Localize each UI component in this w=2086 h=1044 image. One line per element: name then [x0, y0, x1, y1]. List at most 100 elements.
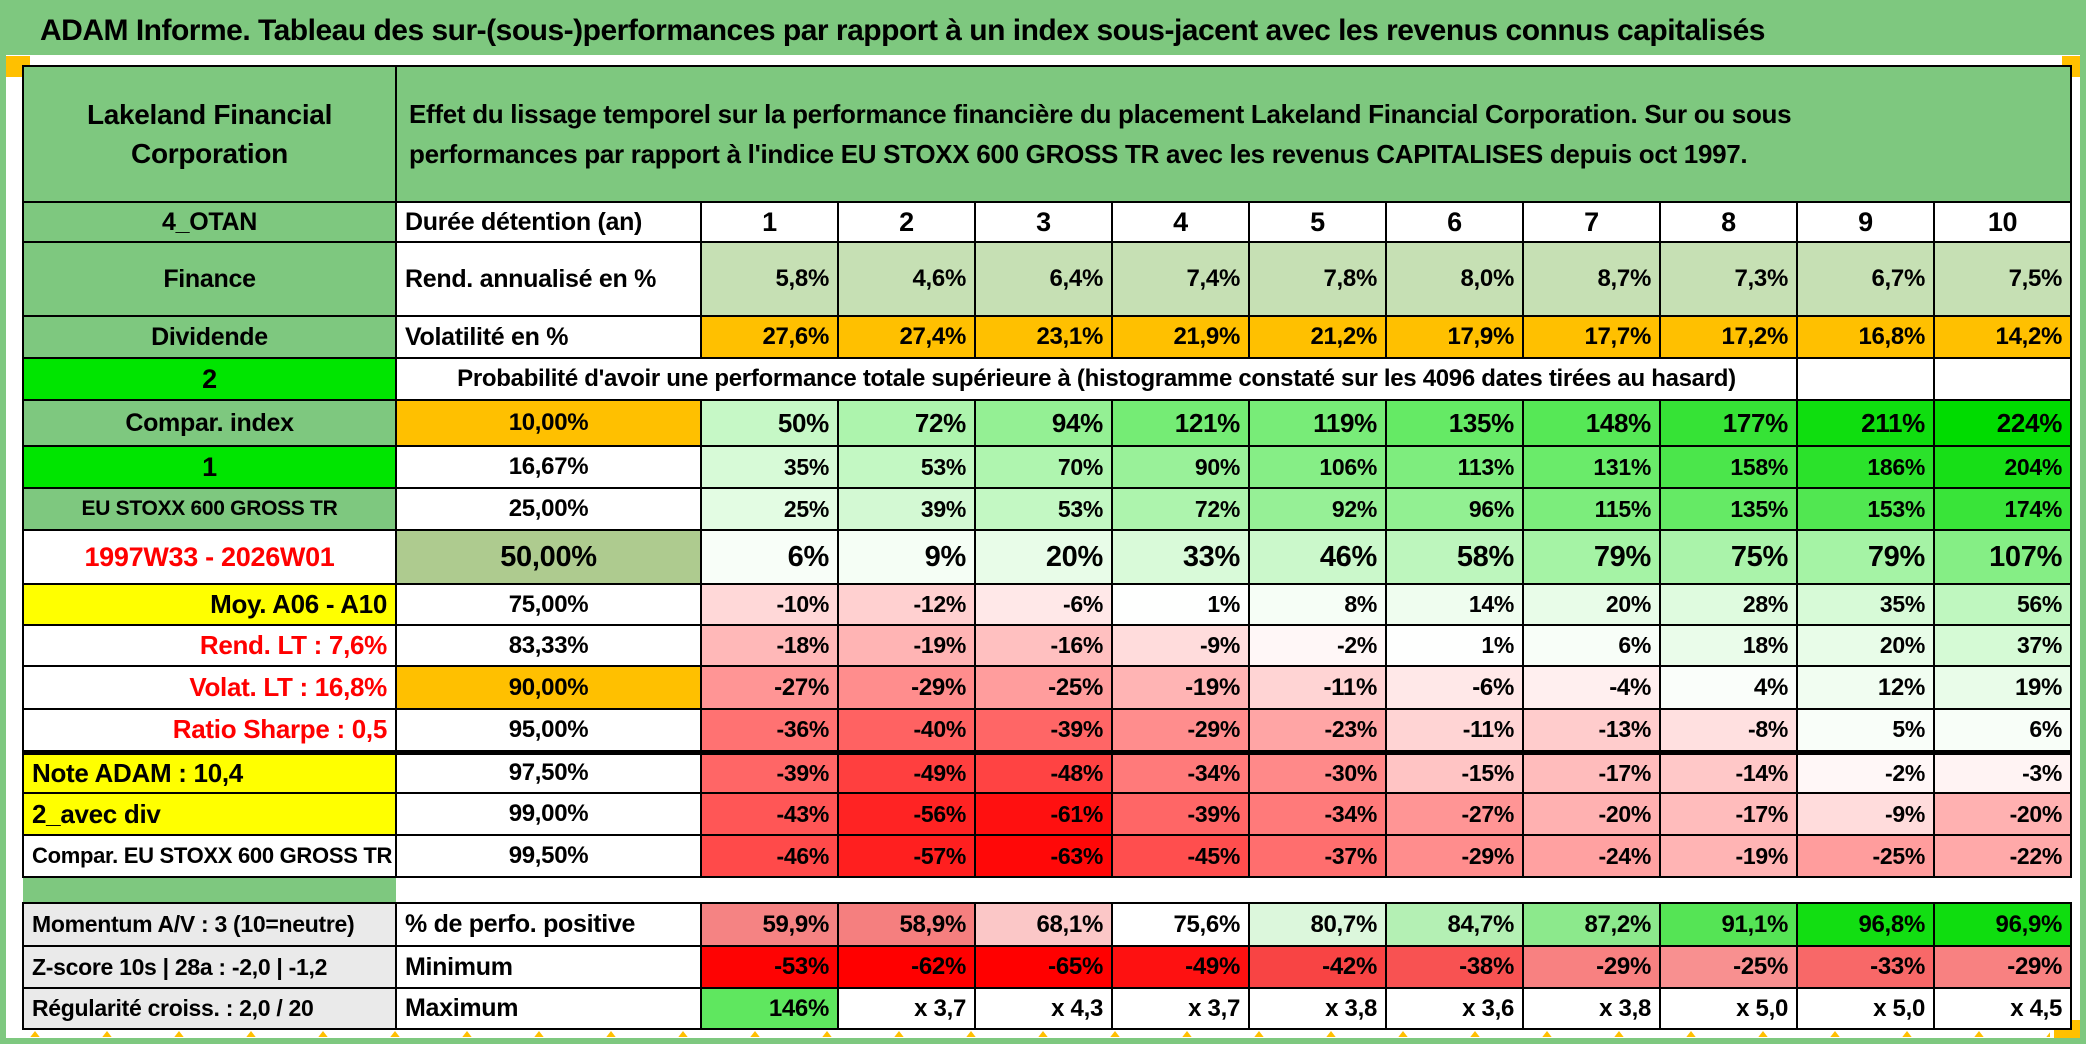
column-header: 5 [1248, 201, 1387, 243]
row-header: 95,00% [395, 708, 702, 753]
column-header: 6 [1385, 201, 1524, 243]
row-header: 10,00% [395, 399, 702, 447]
data-cell: 7,4% [1111, 241, 1250, 317]
column-header: 8 [1659, 201, 1798, 243]
row-header: 99,00% [395, 792, 702, 836]
orange-caret-icon [1684, 1031, 1698, 1037]
data-cell: 37% [1932, 624, 2073, 667]
orange-caret-icon [1324, 1031, 1338, 1037]
data-cell: -63% [974, 834, 1113, 878]
data-cell: -20% [1522, 792, 1661, 836]
data-cell: -10% [700, 583, 839, 626]
orange-caret-icon [676, 1031, 690, 1037]
row-header: 16,67% [395, 445, 702, 489]
data-cell: 39% [837, 487, 976, 531]
data-cell: -14% [1659, 749, 1798, 794]
row-label: 1 [22, 445, 397, 489]
data-cell: 96% [1385, 487, 1524, 531]
row-header: Maximum [395, 987, 702, 1030]
orange-caret-icon [2044, 1031, 2050, 1037]
orange-caret-icon [892, 1031, 906, 1037]
data-cell: -40% [837, 708, 976, 753]
row-label: Ratio Sharpe : 0,5 [22, 708, 397, 753]
data-cell: 135% [1659, 487, 1798, 531]
data-cell: -6% [1385, 665, 1524, 710]
data-cell: -29% [1522, 945, 1661, 989]
row-label: Rend. LT : 7,6% [22, 624, 397, 667]
data-cell: 135% [1385, 399, 1524, 447]
data-cell: -11% [1385, 708, 1524, 753]
data-cell: 204% [1932, 445, 2073, 489]
data-cell: -18% [700, 624, 839, 667]
data-cell: -20% [1932, 792, 2073, 836]
data-cell: -2% [1796, 749, 1935, 794]
cut-row-markers [28, 1027, 2050, 1037]
orange-caret-icon [1972, 1031, 1986, 1037]
table-row: Lakeland Financial Corporation Effet du l… [22, 65, 2073, 203]
row-header: 75,00% [395, 583, 702, 626]
data-cell: 6,7% [1796, 241, 1935, 317]
row-header: 90,00% [395, 665, 702, 710]
empty-cell [1932, 357, 2073, 401]
table-row: Momentum A/V : 3 (10=neutre)% de perfo. … [22, 902, 2073, 947]
report-description-line: performances par rapport à l'indice EU S… [409, 139, 1748, 169]
data-cell: 177% [1659, 399, 1798, 447]
data-cell: 148% [1522, 399, 1661, 447]
orange-caret-icon [1540, 1031, 1554, 1037]
data-cell: -33% [1796, 945, 1935, 989]
spacer-cell [396, 877, 2071, 903]
orange-caret-icon [1180, 1031, 1194, 1037]
row-header: 97,50% [395, 749, 702, 794]
report-title: ADAM Informe. Tableau des sur-(sous-)per… [6, 6, 2080, 55]
data-cell: -17% [1522, 749, 1661, 794]
data-cell: -6% [974, 583, 1113, 626]
data-cell: -17% [1659, 792, 1798, 836]
data-cell: 21,9% [1111, 315, 1250, 359]
data-cell: -57% [837, 834, 976, 878]
table-row: 2 Probabilité d'avoir une performance tot… [22, 357, 2073, 401]
data-cell: 5% [1796, 708, 1935, 753]
data-cell: 75,6% [1111, 902, 1250, 947]
data-cell: 33% [1111, 529, 1250, 585]
data-cell: -29% [1385, 834, 1524, 878]
data-cell: 35% [700, 445, 839, 489]
data-cell: 20% [1522, 583, 1661, 626]
data-cell: -48% [974, 749, 1113, 794]
orange-caret-icon [100, 1031, 114, 1037]
data-cell: 113% [1385, 445, 1524, 489]
data-cell: -19% [1659, 834, 1798, 878]
row-label: Régularité croiss. : 2,0 / 20 [22, 987, 397, 1030]
data-cell: 59,9% [700, 902, 839, 947]
company-name: Lakeland Financial Corporation [22, 65, 397, 203]
data-cell: 21,2% [1248, 315, 1387, 359]
data-cell: x 3,7 [1111, 987, 1250, 1030]
data-cell: -16% [974, 624, 1113, 667]
orange-caret-icon [1756, 1031, 1770, 1037]
data-cell: -49% [837, 749, 976, 794]
data-cell: 27,6% [700, 315, 839, 359]
data-cell: 12% [1796, 665, 1935, 710]
data-cell: 80,7% [1248, 902, 1387, 947]
data-cell: -11% [1248, 665, 1387, 710]
performance-table: Lakeland Financial Corporation Effet du l… [22, 65, 2073, 1030]
orange-caret-icon [1036, 1031, 1050, 1037]
data-cell: 92% [1248, 487, 1387, 531]
data-cell: -45% [1111, 834, 1250, 878]
data-cell: -9% [1111, 624, 1250, 667]
data-cell: 1% [1385, 624, 1524, 667]
row-header: 25,00% [395, 487, 702, 531]
data-cell: 5,8% [700, 241, 839, 317]
empty-cell [1796, 357, 1935, 401]
orange-caret-icon [820, 1031, 834, 1037]
data-cell: 96,8% [1796, 902, 1935, 947]
data-cell: 158% [1659, 445, 1798, 489]
data-cell: 25% [700, 487, 839, 531]
data-cell: 4,6% [837, 241, 976, 317]
data-cell: x 5,0 [1796, 987, 1935, 1030]
data-cell: 35% [1796, 583, 1935, 626]
row-header: Minimum [395, 945, 702, 989]
data-cell: -25% [1659, 945, 1798, 989]
data-cell: -13% [1522, 708, 1661, 753]
data-cell: -43% [700, 792, 839, 836]
data-cell: 106% [1248, 445, 1387, 489]
